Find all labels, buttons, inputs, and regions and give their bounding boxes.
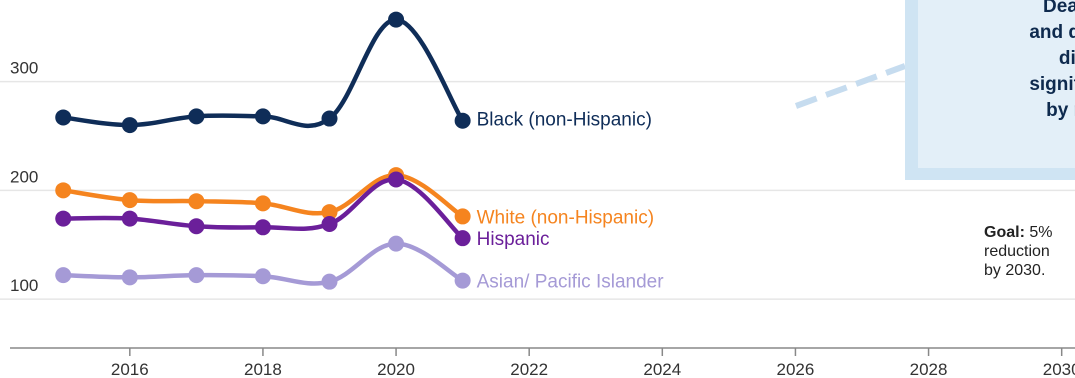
data-point [454, 112, 471, 129]
data-point [188, 108, 205, 125]
data-point [121, 117, 138, 134]
goal-line3: by 2030. [984, 262, 1046, 279]
callout-text: Deaths f and diabe diseas significan by … [1029, 0, 1075, 121]
data-point [388, 11, 405, 28]
callout-box: Deaths f and diabe diseas significan by … [918, 0, 1075, 168]
data-point [454, 208, 471, 225]
data-point [454, 272, 471, 289]
x-axis: 2016 2018 2020 2022 2024 2026 2028 2030 [10, 347, 1075, 378]
series-white-non-hispanic [55, 167, 471, 225]
y-tick-label: 300 [10, 59, 38, 78]
series-asian-pacific-islander [55, 235, 471, 290]
x-tick-label: 2024 [643, 360, 681, 378]
data-point [388, 235, 405, 252]
data-point [55, 109, 72, 126]
x-tick-label: 2026 [777, 360, 815, 378]
data-point [388, 171, 405, 188]
data-point [188, 218, 205, 235]
data-point [188, 193, 205, 210]
grid-lines [0, 80, 1075, 300]
series-label-asian-pacific-islander: Asian/ Pacific Islander [477, 272, 665, 293]
goal-note: Goal: 5% reduction by 2030. [984, 223, 1075, 280]
data-point [55, 267, 72, 284]
goal-line2: reduction [984, 243, 1050, 260]
data-point [321, 273, 338, 290]
series-labels: Asian/ Pacific Islander White (non-Hispan… [477, 110, 665, 293]
data-point [121, 269, 138, 286]
x-tick-label: 2030 [1043, 360, 1075, 378]
data-point [55, 210, 72, 227]
data-point [188, 267, 205, 284]
series-label-hispanic: Hispanic [477, 229, 550, 250]
x-tick-label: 2020 [377, 360, 415, 378]
goal-value: 5% [1029, 224, 1053, 241]
data-point [254, 108, 271, 125]
series-label-white-non-hispanic: White (non-Hispanic) [477, 207, 654, 228]
data-point [254, 268, 271, 285]
y-tick-label: 100 [10, 276, 38, 295]
x-tick-label: 2028 [910, 360, 948, 378]
y-axis-ticks: 100 200 300 [10, 59, 38, 296]
series-label-black-non-hispanic: Black (non-Hispanic) [477, 110, 652, 131]
data-point [321, 204, 338, 221]
series-hispanic [55, 171, 471, 247]
data-point [121, 210, 138, 227]
data-point [254, 219, 271, 236]
goal-label: Goal: [984, 224, 1025, 241]
series-black-non-hispanic [55, 11, 471, 134]
data-point [321, 216, 338, 233]
x-tick-label: 2016 [111, 360, 149, 378]
callout-connector [794, 63, 907, 109]
series-lines [55, 11, 471, 290]
data-point [454, 230, 471, 247]
x-tick-label: 2018 [244, 360, 282, 378]
data-point [121, 192, 138, 209]
y-tick-label: 200 [10, 167, 38, 186]
data-point [321, 110, 338, 127]
x-tick-label: 2022 [510, 360, 548, 378]
data-point [55, 182, 72, 199]
data-point [254, 195, 271, 212]
